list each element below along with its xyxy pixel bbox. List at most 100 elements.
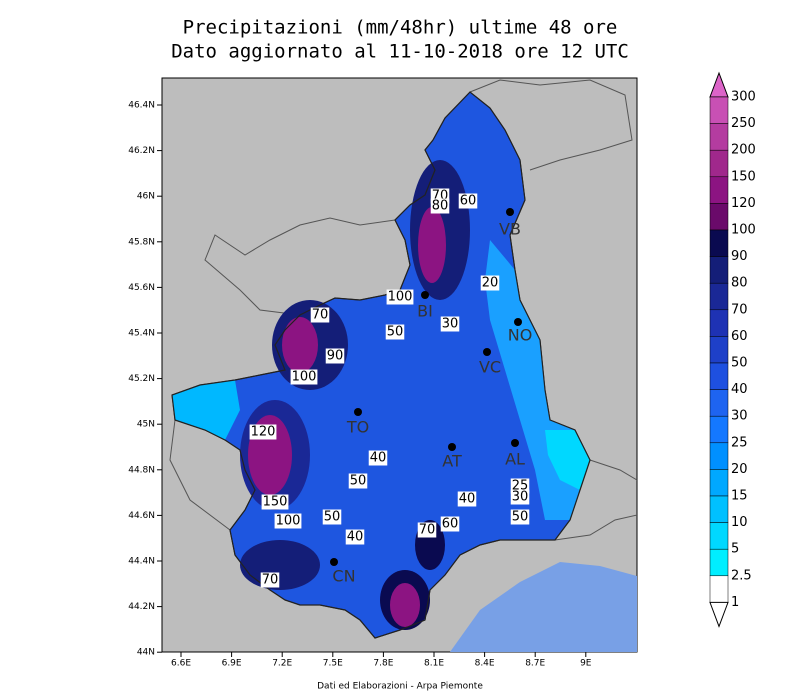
contour-label-box [325, 348, 345, 364]
contour-label: 70 [262, 573, 279, 588]
contour-label-box [457, 491, 477, 507]
contour-label: 70 [419, 523, 436, 538]
contour-label: 50 [350, 474, 367, 489]
lat-label: 46.2N [128, 146, 155, 156]
colorbar-cell [709, 575, 729, 603]
contour-label: 60 [460, 194, 477, 209]
lon-label: 7.5E [323, 659, 343, 669]
contour-label-box [510, 489, 530, 505]
city-dot [330, 558, 338, 566]
colorbar-cell [709, 336, 729, 364]
lat-label: 45.6N [128, 283, 155, 293]
contour-label-box [386, 289, 414, 305]
colorbar-cell [709, 548, 729, 577]
colorbar-label: 60 [731, 329, 748, 344]
city-label: AL [505, 450, 525, 469]
city-dot [506, 208, 514, 216]
colorbar-label: 150 [731, 169, 756, 184]
contour-label-box [440, 516, 460, 532]
colorbar-cell [709, 123, 729, 151]
contour-label: 60 [442, 517, 459, 532]
colorbar-label: 10 [731, 515, 748, 530]
lat-label: 46.4N [128, 101, 155, 111]
colorbar-label: 300 [731, 90, 756, 105]
contour-label-box [385, 324, 405, 340]
contour-label: 40 [459, 492, 476, 507]
lat-label: 44.2N [128, 602, 155, 612]
city-dot [511, 439, 519, 447]
contour-label: 90 [327, 349, 344, 364]
colorbar-label: 30 [731, 409, 748, 424]
contour-label-box [261, 494, 289, 510]
lat-label: 44N [137, 648, 155, 658]
contour-label-box [290, 369, 318, 385]
colorbar-cell [709, 149, 729, 178]
contour-label: 150 [263, 495, 288, 510]
colorbar-cell [709, 469, 729, 497]
colorbar-cell [709, 495, 729, 523]
contour-label: 100 [388, 290, 413, 305]
contour-label-box [348, 473, 368, 489]
colorbar-cell [709, 96, 729, 124]
lat-label: 45.2N [128, 374, 155, 384]
lon-label: 8.4E [475, 659, 495, 669]
contour-label: 100 [292, 370, 317, 385]
contour-label: 40 [370, 451, 387, 466]
contour-label-box [480, 275, 500, 291]
lon-label: 8.7E [525, 659, 545, 669]
contour-label: 80 [432, 199, 449, 214]
lon-label: 8.1E [424, 659, 444, 669]
contour-label: 100 [276, 514, 301, 529]
colorbar-cell [709, 415, 729, 444]
lat-label: 44.8N [128, 465, 155, 475]
contour-label-box [249, 424, 277, 440]
lon-label: 6.6E [171, 659, 191, 669]
city-dot [483, 348, 491, 356]
lon-label: 7.2E [272, 659, 292, 669]
title-line: Precipitazioni (mm/48hr) ultime 48 ore [183, 17, 618, 39]
colorbar-top [709, 71, 729, 98]
city-dot [514, 318, 522, 326]
fields [172, 160, 590, 630]
city-label: NO [508, 326, 533, 345]
colorbar-cell [709, 442, 729, 470]
colorbar-label: 40 [731, 382, 748, 397]
contour-label-box [417, 522, 437, 538]
title-line: Dato aggiornato al 11-10-2018 ore 12 UTC [171, 41, 629, 63]
colorbar-label: 50 [731, 356, 748, 371]
contour-label: 30 [442, 317, 459, 332]
contour-label: 50 [512, 510, 529, 525]
contour-label-box [510, 509, 530, 525]
contour-label: 70 [312, 308, 329, 323]
contour-label-box [260, 572, 280, 588]
lon-label: 9E [580, 659, 592, 669]
colorbar-label: 70 [731, 302, 748, 317]
city-label: TO [346, 418, 369, 437]
city-dot [448, 443, 456, 451]
colorbar-label: 1 [731, 595, 739, 610]
colorbar-cell [709, 203, 729, 231]
lat-label: 45.8N [128, 237, 155, 247]
city-label: AT [442, 452, 462, 471]
lat-label: 46N [137, 192, 155, 202]
colorbar-label: 100 [731, 223, 756, 238]
colorbar-label: 20 [731, 462, 748, 477]
colorbar-cell [709, 362, 729, 390]
contour-label-box [310, 307, 330, 323]
contour-label-box [440, 316, 460, 332]
lat-label: 45.4N [128, 329, 155, 339]
colorbar-label: 250 [731, 116, 756, 131]
colorbar-label: 2.5 [731, 568, 752, 583]
city-label: BI [417, 302, 433, 321]
borders [169, 79, 638, 541]
colorbar-cell [709, 256, 729, 284]
lat-label: 45N [137, 420, 155, 430]
colorbar-label: 120 [731, 196, 756, 211]
credit: Dati ed Elaborazioni - Arpa Piemonte [317, 682, 483, 692]
contour-label: 40 [347, 530, 364, 545]
lon-label: 6.9E [222, 659, 242, 669]
contour-label: 50 [324, 510, 341, 525]
contour-label: 30 [512, 490, 529, 505]
colorbar-bottom [709, 601, 729, 628]
colorbar-cell [709, 176, 729, 204]
